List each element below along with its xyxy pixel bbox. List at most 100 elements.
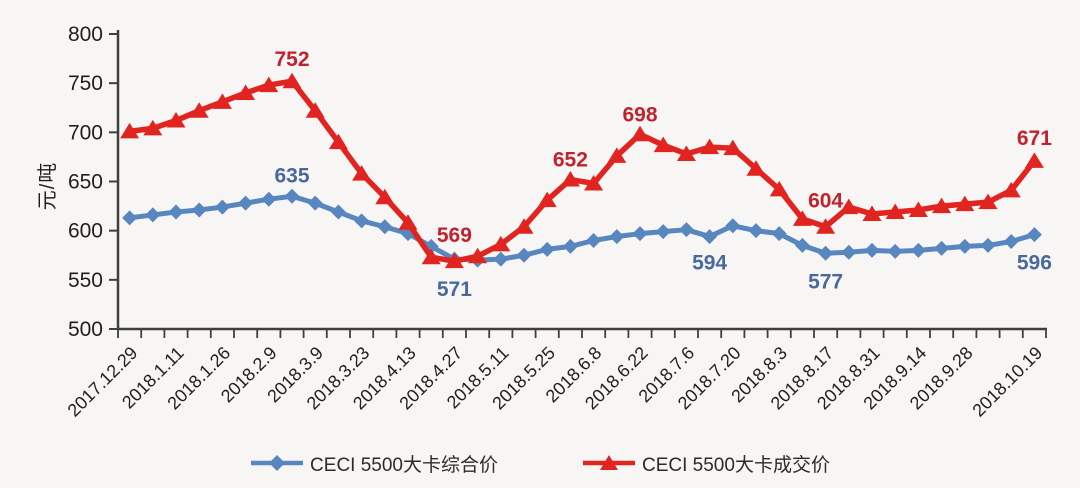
data-point-marker [562,238,578,254]
data-point-marker [655,224,671,240]
data-point-marker [818,245,834,261]
data-point-marker [630,125,650,142]
data-point-marker [932,197,952,214]
data-point-label: 571 [437,278,472,301]
data-point-marker [120,122,140,139]
data-point-marker [957,238,973,254]
data-point-marker [771,226,787,242]
y-tick-label: 500 [68,318,103,341]
data-point-marker [516,247,532,263]
data-point-marker [864,242,880,258]
data-point-marker [769,180,789,197]
legend-item-transaction-price[interactable]: CECI 5500大卡成交价 [582,450,830,477]
data-point-marker [702,229,718,245]
data-point-label: 698 [622,103,657,126]
data-point-label: 569 [437,224,472,247]
legend-label-transaction-price: CECI 5500大卡成交价 [642,454,830,476]
data-point-marker [1001,181,1021,198]
data-point-marker [632,226,648,242]
transaction-price-swatch-icon [583,455,635,470]
data-point-label: 671 [1017,127,1052,150]
data-point-marker [214,199,230,215]
data-point-label: 577 [808,270,843,293]
data-point-marker [354,213,370,229]
legend-item-composite-price[interactable]: CECI 5500大卡综合价 [250,450,498,477]
data-point-marker [468,247,488,264]
data-point-marker [122,210,138,226]
data-point-marker [841,244,857,260]
data-point-marker [514,218,534,234]
data-point-marker [421,248,441,265]
data-point-marker [908,201,928,218]
series-line-1 [126,78,1038,264]
data-point-marker [792,210,812,226]
data-point-marker [700,138,720,155]
data-point-marker [537,191,557,208]
data-point-marker [189,102,209,118]
data-point-marker [887,243,903,259]
data-point-marker [212,93,232,109]
y-tick-label: 550 [68,269,103,292]
data-point-marker [584,174,604,191]
data-point-marker [1003,233,1019,249]
x-axis-label: 2018.10.19 [968,343,1046,421]
data-point-marker [910,242,926,258]
data-point-marker [259,76,279,93]
data-point-marker [282,72,302,89]
data-point-label: 596 [1017,252,1052,275]
y-tick-label: 750 [68,72,103,95]
y-axis-title: 元/吨 [37,161,59,211]
data-point-label: 635 [274,164,309,187]
data-point-marker [676,145,696,161]
data-point-marker [166,112,186,128]
data-point-marker [607,147,627,163]
data-point-marker [191,202,207,218]
data-point-label: 594 [692,252,727,275]
data-point-label: 752 [274,48,309,71]
data-point-label: 604 [808,190,843,213]
data-point-marker [236,84,256,100]
data-point-marker [330,204,346,220]
data-point-marker [560,171,580,187]
data-point-marker [586,233,602,248]
data-point-marker [980,237,996,253]
data-point-marker [748,223,764,239]
data-point-marker [1024,152,1044,168]
data-point-marker [375,188,395,205]
series-line-0 [127,193,1037,263]
composite-price-swatch-icon [251,455,304,471]
data-point-marker [678,222,694,238]
data-point-marker [653,136,673,153]
data-point-marker [261,191,277,207]
data-point-marker [746,160,766,176]
data-point-marker [978,193,998,210]
data-point-marker [328,133,348,150]
data-point-marker [934,240,950,256]
data-point-marker [145,207,161,223]
data-point-marker [284,188,300,204]
data-point-marker [816,218,836,234]
data-point-marker [955,195,975,212]
data-point-label: 652 [553,149,588,172]
data-point-marker [839,198,859,215]
data-point-marker [168,204,184,220]
data-point-marker [1026,227,1042,243]
data-point-marker [862,205,882,221]
data-point-marker [398,214,418,230]
data-point-marker [238,195,254,211]
data-point-marker [725,218,741,234]
data-point-marker [794,237,810,253]
y-tick-label: 600 [68,220,103,243]
chart-legend: CECI 5500大卡综合价 CECI 5500大卡成交价 [0,446,1080,480]
data-point-marker [539,241,555,257]
chart-plot-area: 8007507006506005505002017.12.292018.1.11… [64,23,1053,421]
data-point-marker [491,235,511,252]
data-point-marker [723,139,743,156]
data-point-marker [444,252,464,269]
y-tick-label: 700 [68,121,103,144]
data-point-marker [609,229,625,245]
data-point-marker [885,203,905,219]
y-tick-label: 800 [68,23,103,46]
data-point-marker [493,251,509,267]
